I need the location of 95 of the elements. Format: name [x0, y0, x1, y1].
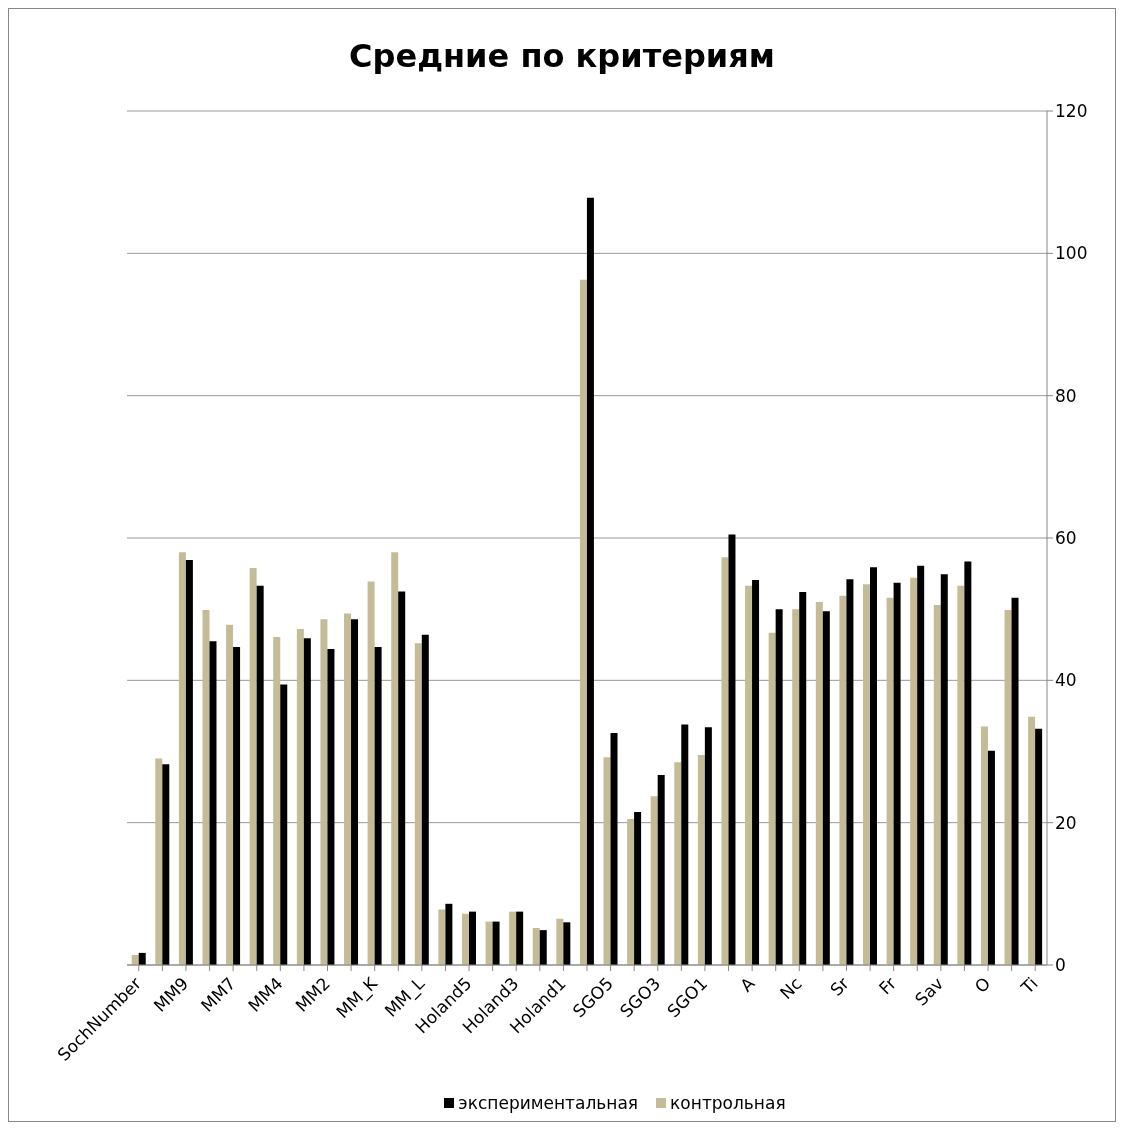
bar — [910, 577, 918, 965]
legend-label: экспериментальная — [457, 1093, 639, 1113]
bar — [933, 604, 941, 965]
bar — [398, 591, 406, 965]
bar — [516, 911, 524, 965]
bar — [964, 561, 972, 965]
bar — [728, 534, 736, 965]
bar — [957, 585, 965, 965]
bar — [815, 602, 823, 965]
bar — [870, 567, 877, 965]
bar — [839, 595, 847, 965]
bar — [320, 619, 328, 965]
x-tick-label: Sav — [910, 973, 948, 1010]
bar — [657, 774, 665, 965]
bar — [768, 632, 776, 965]
y-tick-label: 0 — [1055, 955, 1066, 976]
bar — [674, 762, 682, 965]
bar — [893, 582, 901, 965]
bar — [579, 279, 587, 965]
bar — [863, 584, 870, 965]
bar — [421, 634, 429, 965]
bar — [846, 579, 854, 965]
bar — [721, 557, 729, 965]
bar — [438, 909, 446, 965]
bar — [987, 750, 995, 965]
bar — [539, 930, 547, 965]
x-tick-label: Nc — [775, 973, 806, 1003]
bar — [344, 613, 352, 965]
bar — [586, 197, 594, 965]
bar — [374, 646, 382, 965]
bar — [226, 624, 234, 965]
bar — [296, 629, 304, 965]
bar — [209, 641, 217, 965]
bar — [563, 922, 571, 965]
bar — [886, 597, 894, 965]
bar — [627, 819, 635, 965]
bar — [509, 911, 517, 965]
bar — [775, 609, 783, 965]
bar — [822, 611, 830, 965]
bar — [461, 913, 469, 965]
y-tick-label: 80 — [1055, 385, 1077, 406]
x-tick-label: Sr — [826, 973, 853, 1000]
x-tick-label: O — [970, 973, 995, 997]
bar — [1035, 728, 1043, 965]
bar — [468, 911, 476, 965]
y-tick-label: 20 — [1055, 812, 1077, 833]
bar — [745, 585, 753, 965]
bar — [532, 927, 540, 965]
bar — [414, 643, 422, 965]
y-tick-label: 100 — [1055, 243, 1088, 264]
bar — [273, 636, 281, 965]
bar — [367, 581, 375, 965]
bar — [351, 619, 359, 965]
bar — [303, 638, 311, 965]
bar — [799, 592, 807, 965]
bar — [704, 727, 712, 965]
bar — [327, 649, 335, 965]
bar — [603, 757, 611, 965]
bar — [485, 921, 493, 965]
x-tick-label: Ti — [1016, 973, 1042, 999]
bar — [697, 755, 705, 965]
legend-label: контрольная — [669, 1093, 786, 1113]
bar — [185, 560, 193, 965]
y-tick-label: 120 — [1055, 101, 1088, 122]
y-tick-label: 60 — [1055, 528, 1077, 549]
bar — [917, 565, 925, 965]
bar — [233, 646, 241, 965]
bar — [556, 918, 564, 965]
bar — [131, 955, 139, 965]
chart-title: Средние по критериям — [348, 37, 776, 77]
bar — [178, 552, 186, 965]
bar — [792, 609, 800, 965]
x-tick-label: Fr — [874, 973, 901, 999]
bar — [980, 726, 988, 965]
bar — [752, 579, 760, 965]
bar — [650, 796, 658, 965]
bar — [634, 811, 642, 965]
bar — [249, 567, 257, 965]
x-tick-label: A — [736, 972, 759, 996]
y-tick-label: 40 — [1055, 670, 1077, 691]
bar — [681, 724, 689, 965]
bar — [138, 952, 146, 965]
bar — [1004, 609, 1012, 965]
bar — [155, 758, 163, 965]
bar — [1011, 597, 1019, 965]
bar — [610, 733, 618, 965]
bar — [492, 921, 500, 965]
bar — [162, 764, 170, 965]
bar — [256, 585, 264, 965]
bar — [280, 684, 288, 965]
bar — [391, 552, 399, 965]
bar — [445, 903, 453, 965]
bar — [940, 574, 948, 965]
bar — [1028, 716, 1036, 965]
bar — [202, 609, 210, 965]
